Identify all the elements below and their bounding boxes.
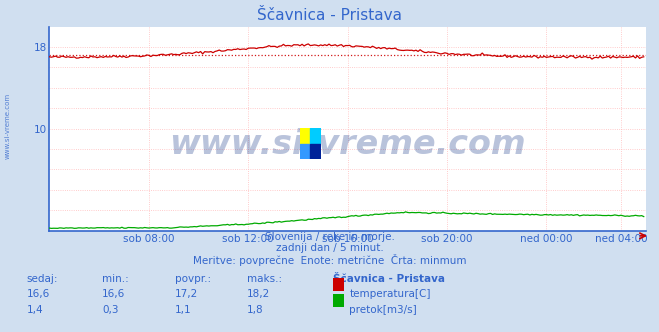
Text: 18,2: 18,2 bbox=[247, 289, 270, 299]
Bar bbox=[300, 143, 310, 159]
Text: 17,2: 17,2 bbox=[175, 289, 198, 299]
Text: 16,6: 16,6 bbox=[26, 289, 49, 299]
Text: 1,4: 1,4 bbox=[26, 305, 43, 315]
Text: povpr.:: povpr.: bbox=[175, 274, 211, 284]
Text: pretok[m3/s]: pretok[m3/s] bbox=[349, 305, 417, 315]
Text: 1,1: 1,1 bbox=[175, 305, 191, 315]
Bar bbox=[310, 143, 321, 159]
Text: sedaj:: sedaj: bbox=[26, 274, 58, 284]
Text: maks.:: maks.: bbox=[247, 274, 282, 284]
Text: www.si-vreme.com: www.si-vreme.com bbox=[169, 128, 526, 161]
Text: Ščavnica - Pristava: Ščavnica - Pristava bbox=[257, 8, 402, 23]
Text: Meritve: povprečne  Enote: metrične  Črta: minmum: Meritve: povprečne Enote: metrične Črta:… bbox=[192, 254, 467, 266]
Text: temperatura[C]: temperatura[C] bbox=[349, 289, 431, 299]
Text: www.si-vreme.com: www.si-vreme.com bbox=[5, 93, 11, 159]
Bar bbox=[300, 128, 310, 143]
Bar bbox=[310, 128, 321, 143]
Text: Slovenija / reke in morje.: Slovenija / reke in morje. bbox=[264, 232, 395, 242]
Text: 0,3: 0,3 bbox=[102, 305, 119, 315]
Text: 16,6: 16,6 bbox=[102, 289, 125, 299]
Text: Ščavnica - Pristava: Ščavnica - Pristava bbox=[333, 274, 445, 284]
Text: min.:: min.: bbox=[102, 274, 129, 284]
Text: zadnji dan / 5 minut.: zadnji dan / 5 minut. bbox=[275, 243, 384, 253]
Text: 1,8: 1,8 bbox=[247, 305, 264, 315]
